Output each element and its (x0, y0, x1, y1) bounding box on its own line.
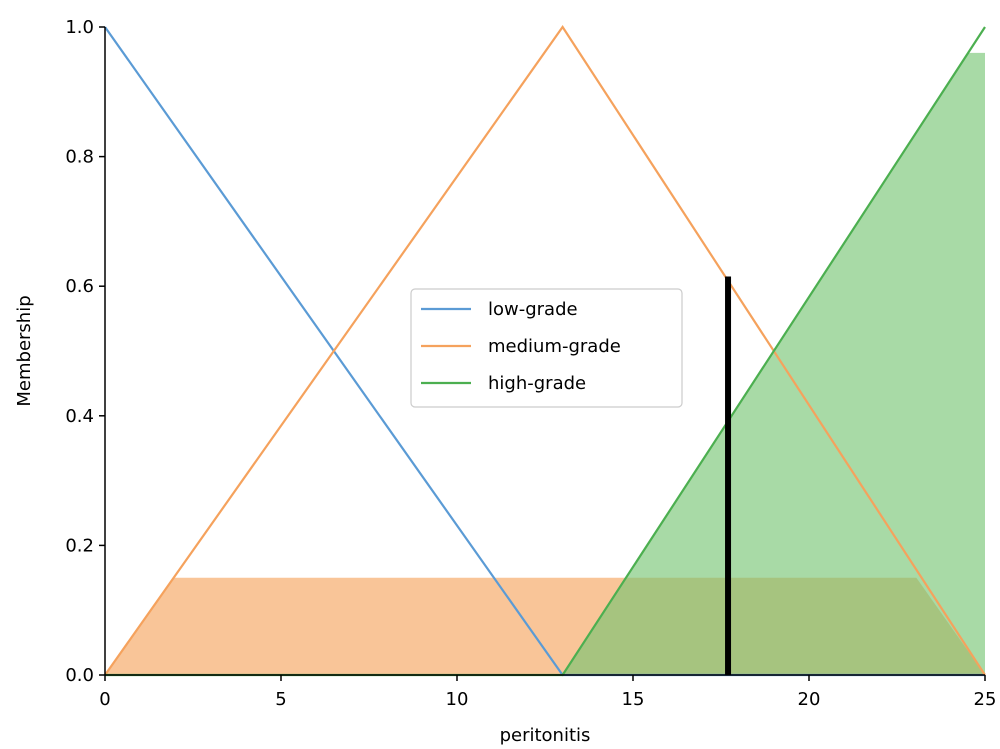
x-tick-label-2: 10 (446, 689, 469, 710)
y-tick-label-0: 0.0 (65, 665, 94, 686)
y-tick-label-4: 0.8 (65, 147, 94, 168)
legend-label-low-grade: low-grade (488, 299, 578, 320)
y-tick-label-3: 0.6 (65, 276, 94, 297)
legend-box (410, 288, 683, 408)
legend: low-grade medium-grade high-grade (410, 288, 683, 408)
fill-area-high-grade (562, 52, 985, 676)
legend-label-medium-grade: medium-grade (488, 336, 621, 357)
y-tick-label-2: 0.4 (65, 406, 94, 427)
x-axis-label: peritonitis (500, 725, 591, 746)
y-tick-label-1: 0.2 (65, 535, 94, 556)
fills-layer (105, 52, 985, 676)
series-line-medium-grade (104, 25, 986, 676)
y-axis-label: Membership (14, 295, 35, 406)
x-tick-label-5: 25 (974, 689, 997, 710)
axes-layer: 0.0 0.2 0.4 0.6 0.8 1.0 0 5 10 15 20 25 (65, 17, 996, 710)
x-tick-label-1: 5 (275, 689, 286, 710)
y-tick-label-5: 1.0 (65, 17, 94, 38)
x-tick-label-3: 15 (622, 689, 645, 710)
x-tick-label-4: 20 (798, 689, 821, 710)
legend-label-high-grade: high-grade (488, 373, 586, 394)
x-tick-label-0: 0 (99, 689, 110, 710)
